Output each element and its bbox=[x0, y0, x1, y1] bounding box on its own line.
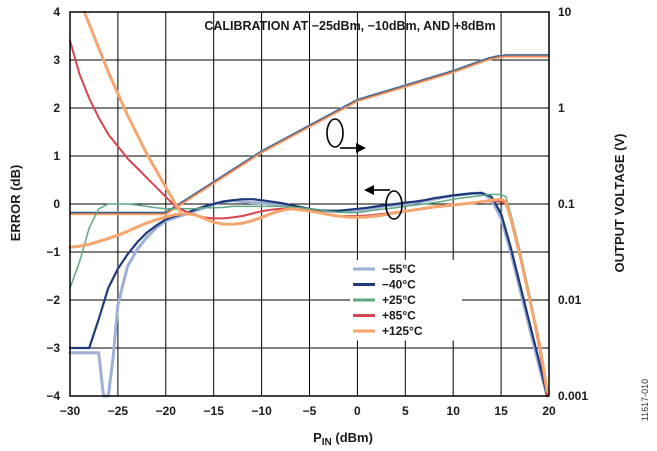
error-curve bbox=[68, 191, 549, 398]
legend-label: −55°C bbox=[382, 262, 416, 276]
x-tick-label: 5 bbox=[402, 404, 409, 418]
legend-label: +125°C bbox=[382, 324, 423, 338]
x-tick-label: −10 bbox=[251, 404, 272, 418]
y-left-tick-label: 0 bbox=[53, 197, 60, 211]
y-left-tick-label: 3 bbox=[53, 53, 60, 67]
figure-id: 11617-010 bbox=[640, 379, 650, 421]
x-tick-label: −5 bbox=[303, 404, 317, 418]
y-left-tick-label: 4 bbox=[53, 5, 60, 19]
error-curve bbox=[68, 191, 549, 398]
x-tick-label: −25 bbox=[108, 404, 129, 418]
plot-frame bbox=[69, 11, 550, 397]
grid bbox=[70, 12, 549, 396]
error-curve bbox=[82, 10, 182, 213]
legend: −55°C −40°C+25°C +85°C+125°C bbox=[350, 260, 462, 341]
legend-label: +25°C bbox=[382, 293, 416, 307]
x-axis-title: PIN (dBm) bbox=[313, 430, 373, 448]
plot-border bbox=[69, 11, 550, 397]
chart-title: CALIBRATION AT −25dBm, −10dBm, AND +8dBm bbox=[204, 19, 495, 33]
tick-labels: −30 −25 −20 −15 −10 −5 0 5 10 15 2043210−1−2−3−410… bbox=[46, 5, 588, 418]
ellipse-marker-right-axis bbox=[326, 118, 344, 148]
y-right-tick-label: 10 bbox=[558, 5, 572, 19]
x-tick-label: 20 bbox=[542, 404, 556, 418]
y-axis-left-title: ERROR (dB) bbox=[8, 165, 23, 242]
legend-label: +85°C bbox=[382, 309, 416, 323]
y-left-tick-label: −3 bbox=[46, 341, 60, 355]
y-left-tick-label: 1 bbox=[53, 149, 60, 163]
x-axis-title-unit: (dBm) bbox=[332, 430, 373, 445]
y-left-tick-label: −1 bbox=[46, 245, 60, 259]
error-curve bbox=[68, 197, 549, 393]
error-curve bbox=[69, 39, 549, 397]
y-left-tick-label: −4 bbox=[46, 389, 60, 403]
x-tick-label: 15 bbox=[494, 404, 508, 418]
y-left-tick-label: 2 bbox=[53, 101, 60, 115]
output-voltage-line bbox=[70, 56, 549, 216]
y-right-tick-label: 0.001 bbox=[558, 389, 588, 403]
arrow-head-left bbox=[364, 185, 374, 195]
curves bbox=[68, 10, 549, 398]
x-tick-label: −15 bbox=[204, 404, 225, 418]
y-axis-right-title: OUTPUT VOLTAGE (V) bbox=[612, 134, 627, 273]
x-tick-label: 0 bbox=[354, 404, 361, 418]
y-right-tick-label: 1 bbox=[558, 101, 565, 115]
legend-label: −40°C bbox=[382, 278, 416, 292]
x-axis-title-sub: IN bbox=[322, 437, 332, 448]
x-tick-label: −20 bbox=[156, 404, 177, 418]
ellipse-marker-left-axis bbox=[385, 190, 403, 220]
x-tick-label: −30 bbox=[60, 404, 81, 418]
error-curve bbox=[69, 193, 548, 392]
annotations bbox=[326, 118, 403, 220]
y-right-tick-label: 0.01 bbox=[558, 293, 582, 307]
y-right-tick-label: 0.1 bbox=[558, 197, 575, 211]
x-tick-label: 10 bbox=[447, 404, 461, 418]
y-left-tick-label: −2 bbox=[46, 293, 60, 307]
x-axis-title-main: P bbox=[313, 430, 322, 445]
arrow-head-right bbox=[356, 143, 366, 153]
